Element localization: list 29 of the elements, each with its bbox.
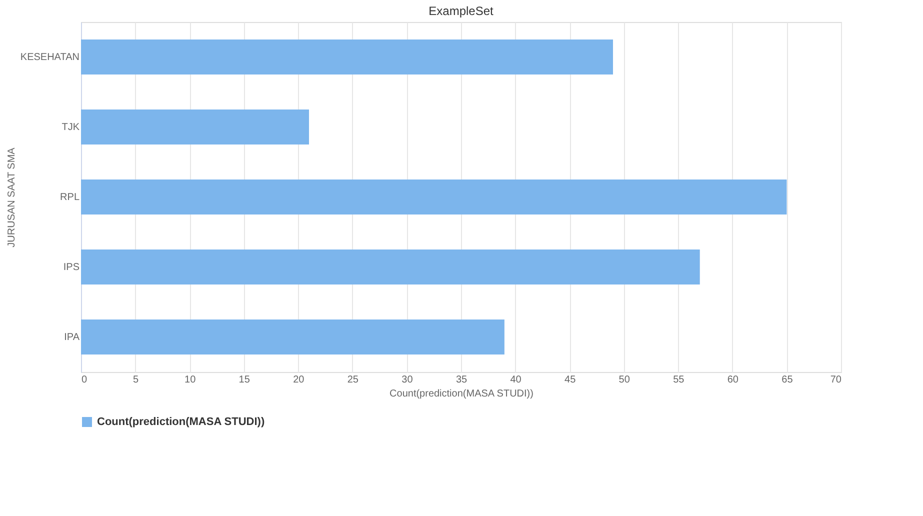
x-tick-label: 5 (133, 374, 140, 386)
x-tick-label: 30 (402, 374, 414, 386)
x-tick-label: 50 (618, 374, 630, 386)
x-tick-label: 25 (347, 374, 359, 386)
y-axis-title: JURUSAN SAAT SMA (6, 147, 18, 248)
y-tick-label: TJK (62, 122, 80, 133)
y-tick-label: RPL (60, 192, 80, 203)
x-tick-label: 60 (727, 374, 739, 386)
x-tick-label: 70 (830, 374, 842, 386)
x-tick-label: 40 (510, 374, 522, 386)
y-tick-label: KESEHATAN (20, 52, 80, 63)
legend-label: Count(prediction(MASA STUDI)) (97, 416, 265, 428)
bar (81, 180, 787, 214)
x-tick-label: 65 (782, 374, 794, 386)
y-tick-label: IPA (64, 332, 80, 343)
y-tick-label: IPS (63, 262, 80, 273)
bar (81, 320, 504, 354)
bar (81, 40, 613, 74)
x-tick-label: 55 (673, 374, 685, 386)
x-tick-label: 45 (564, 374, 576, 386)
chart-title: ExampleSet (428, 4, 494, 18)
x-tick-label: 20 (293, 374, 305, 386)
x-tick-label: 10 (184, 374, 196, 386)
x-tick-label: 0 (82, 374, 88, 386)
bar (81, 110, 309, 144)
x-axis-title: Count(prediction(MASA STUDI)) (390, 388, 534, 400)
x-tick-label: 15 (238, 374, 250, 386)
bar (81, 250, 700, 284)
x-tick-label: 35 (456, 374, 468, 386)
